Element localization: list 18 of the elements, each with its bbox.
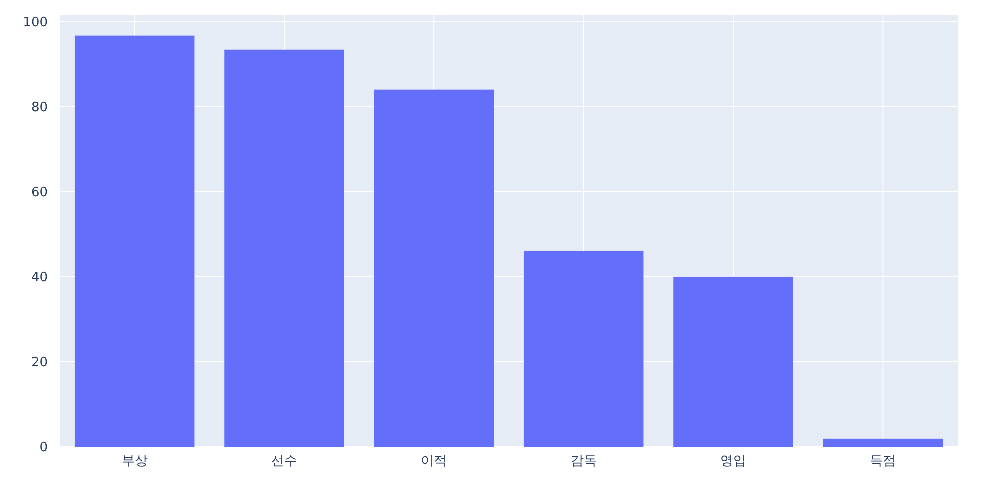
bar xyxy=(823,438,944,447)
bar xyxy=(524,250,644,447)
y-tick-label: 20 xyxy=(31,356,48,371)
x-tick-label: 이적 xyxy=(421,454,448,469)
y-tick-label: 100 xyxy=(23,15,48,30)
x-tick-label: 득점 xyxy=(870,454,896,469)
y-tick-label: 80 xyxy=(31,100,48,116)
x-tick-label: 영입 xyxy=(720,454,746,469)
x-tick-label: 감독 xyxy=(570,454,597,469)
bar xyxy=(374,90,494,447)
y-tick-label: 0 xyxy=(40,440,48,456)
x-tick-label: 부상 xyxy=(122,454,148,469)
x-tick-label: 선수 xyxy=(272,454,298,469)
y-tick-label: 40 xyxy=(31,270,48,286)
bar xyxy=(674,276,794,447)
bar xyxy=(74,36,195,447)
y-tick-label: 60 xyxy=(31,185,48,200)
bar xyxy=(224,50,344,447)
